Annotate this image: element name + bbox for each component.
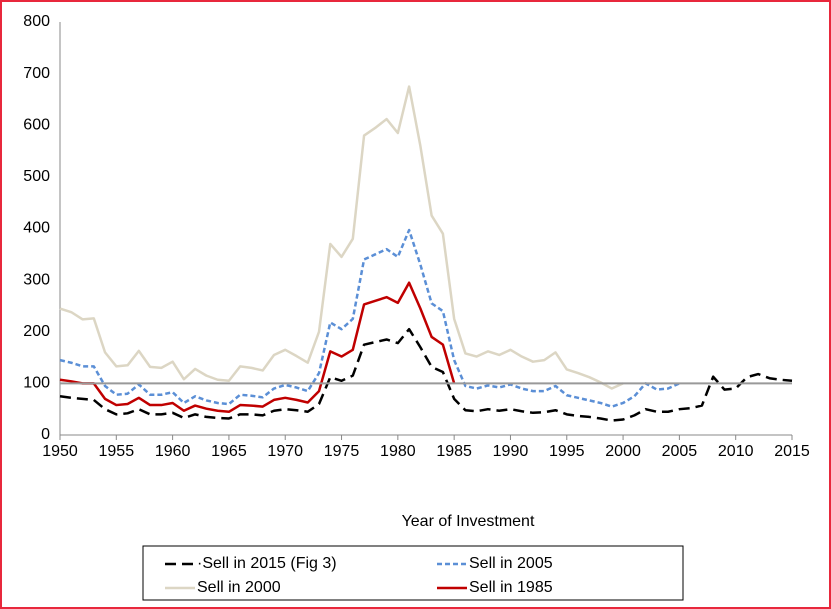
y-tick-label: 600 xyxy=(23,116,50,133)
y-tick-label: 700 xyxy=(23,65,50,82)
y-tick-label: 800 xyxy=(23,13,50,30)
x-tick-label: 1960 xyxy=(155,443,191,460)
legend-label: Sell in 1985 xyxy=(469,579,553,596)
legend-label: Sell in 2005 xyxy=(469,555,553,572)
x-tick-label: 1980 xyxy=(380,443,416,460)
legend xyxy=(142,545,684,601)
y-tick-label: 300 xyxy=(23,271,50,288)
x-tick-label: 2010 xyxy=(718,443,754,460)
legend-label: ·Sell in 2015 (Fig 3) xyxy=(197,555,337,572)
x-tick-label: 1965 xyxy=(211,443,247,460)
y-tick-label: 400 xyxy=(23,220,50,237)
x-tick-label: 1990 xyxy=(493,443,529,460)
y-tick-label: 500 xyxy=(23,168,50,185)
x-tick-label: 1970 xyxy=(267,443,303,460)
series-line xyxy=(59,85,624,390)
series-line xyxy=(59,327,793,422)
x-tick-label: 2015 xyxy=(774,443,810,460)
series-line xyxy=(59,228,680,408)
x-tick-label: 2005 xyxy=(662,443,698,460)
x-axis-label: Year of Investment xyxy=(402,513,535,530)
x-tick-label: 1995 xyxy=(549,443,585,460)
y-tick-label: 100 xyxy=(23,375,50,392)
x-tick-label: 1985 xyxy=(436,443,472,460)
x-tick-label: 1950 xyxy=(42,443,78,460)
y-tick-label: 0 xyxy=(41,426,50,443)
legend-label: Sell in 2000 xyxy=(197,579,281,596)
y-tick-label: 200 xyxy=(23,323,50,340)
series-line xyxy=(59,281,456,414)
x-tick-label: 2000 xyxy=(605,443,641,460)
x-tick-label: 1955 xyxy=(99,443,135,460)
x-tick-label: 1975 xyxy=(324,443,360,460)
